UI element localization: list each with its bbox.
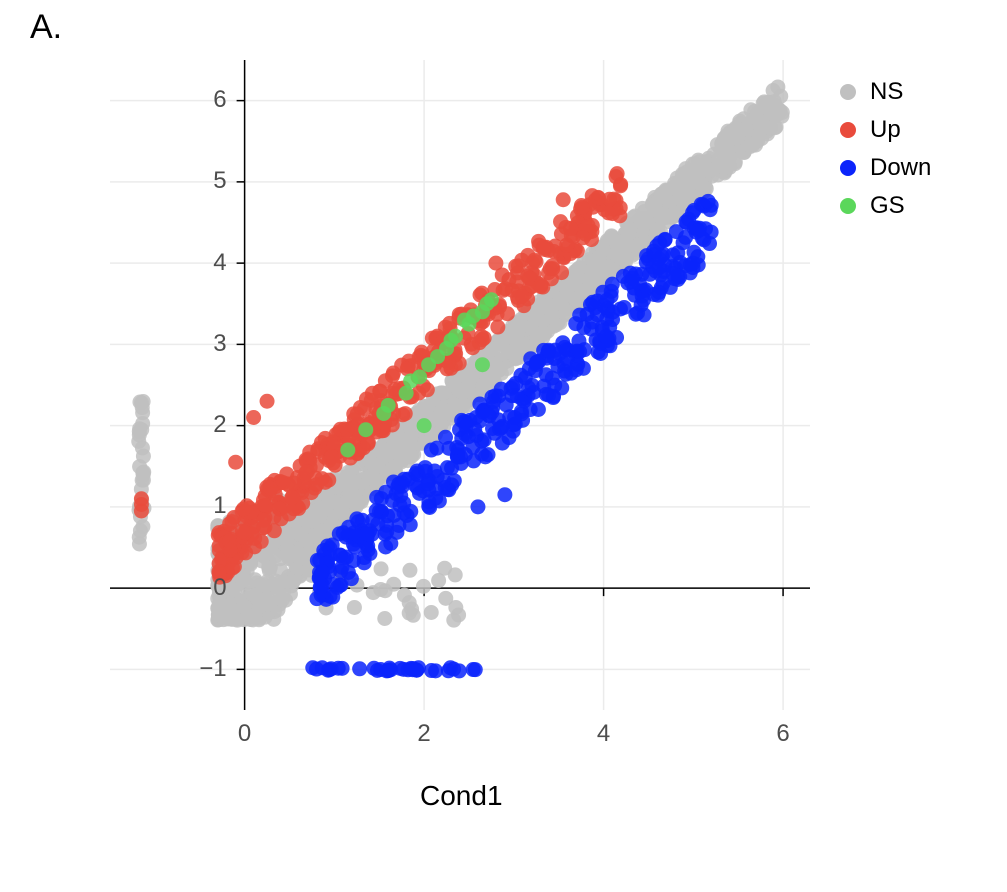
y-tick-label: 6 — [213, 86, 226, 114]
x-axis-label: Cond1 — [420, 780, 503, 812]
y-tick-label: 1 — [213, 492, 226, 520]
legend-swatch — [840, 198, 856, 214]
legend-swatch — [840, 160, 856, 176]
x-tick-label: 2 — [417, 720, 430, 748]
legend-label: NS — [870, 78, 903, 106]
y-tick-label: 3 — [213, 330, 226, 358]
legend-label: Up — [870, 116, 901, 144]
y-tick-label: 0 — [213, 574, 226, 602]
legend-item-gs: GS — [840, 192, 931, 220]
legend: NS Up Down GS — [840, 78, 931, 230]
legend-item-ns: NS — [840, 78, 931, 106]
x-tick-label: 6 — [776, 720, 789, 748]
x-tick-label: 4 — [597, 720, 610, 748]
figure: A. Cond2 Cond1 −101234560246 NSUpDownGS — [0, 0, 1007, 892]
y-tick-label: 5 — [213, 167, 226, 195]
y-tick-label: 2 — [213, 411, 226, 439]
legend-swatch — [840, 84, 856, 100]
scatter-plot — [110, 60, 810, 710]
legend-label: Down — [870, 154, 931, 182]
y-tick-label: 4 — [213, 249, 226, 277]
legend-item-down: Down — [840, 154, 931, 182]
y-tick-label: −1 — [199, 655, 226, 683]
legend-item-up: Up — [840, 116, 931, 144]
panel-label: A. — [30, 8, 62, 47]
x-tick-label: 0 — [238, 720, 251, 748]
legend-swatch — [840, 122, 856, 138]
legend-label: GS — [870, 192, 905, 220]
